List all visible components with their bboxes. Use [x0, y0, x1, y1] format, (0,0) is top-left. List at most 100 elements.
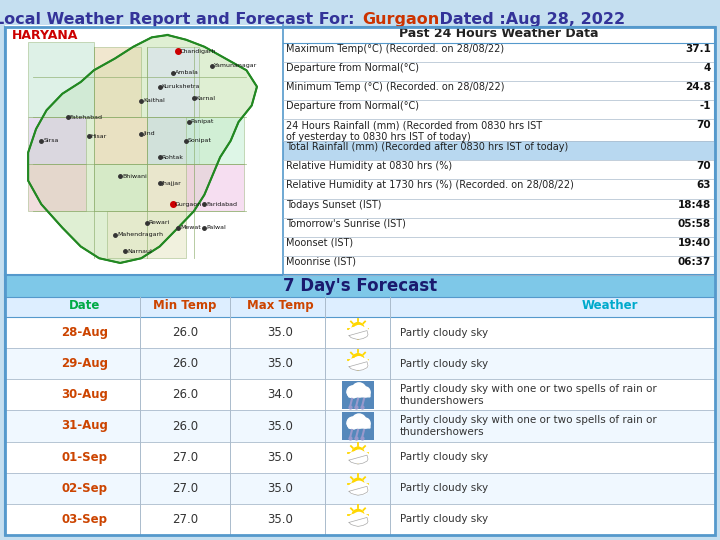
- Text: 35.0: 35.0: [267, 513, 293, 526]
- FancyBboxPatch shape: [5, 297, 715, 317]
- Text: Kaithal: Kaithal: [143, 98, 165, 103]
- Circle shape: [359, 359, 369, 369]
- Text: -1: -1: [700, 102, 711, 111]
- Circle shape: [358, 328, 368, 339]
- Circle shape: [353, 326, 365, 338]
- Text: 28-Aug: 28-Aug: [61, 326, 109, 339]
- Text: Date: Date: [69, 299, 101, 312]
- Text: 26.0: 26.0: [172, 388, 198, 401]
- Text: 29-Aug: 29-Aug: [61, 357, 109, 370]
- Circle shape: [360, 387, 370, 397]
- Circle shape: [353, 357, 365, 369]
- Text: Sirsa: Sirsa: [43, 138, 58, 143]
- Text: Kurukshetra: Kurukshetra: [162, 84, 200, 89]
- FancyBboxPatch shape: [5, 275, 715, 297]
- Text: Min Temp: Min Temp: [153, 299, 217, 312]
- FancyBboxPatch shape: [28, 164, 86, 211]
- Circle shape: [349, 328, 359, 338]
- Text: 7 Day's Forecast: 7 Day's Forecast: [283, 277, 437, 295]
- FancyBboxPatch shape: [5, 317, 715, 348]
- FancyBboxPatch shape: [146, 164, 194, 211]
- Circle shape: [349, 328, 359, 339]
- FancyBboxPatch shape: [5, 472, 715, 504]
- FancyBboxPatch shape: [5, 348, 715, 379]
- Text: 24.8: 24.8: [685, 82, 711, 92]
- Text: Panipat: Panipat: [191, 119, 214, 124]
- Text: Narnaul: Narnaul: [127, 249, 152, 254]
- Text: Karnal: Karnal: [196, 96, 216, 101]
- Text: Tomorrow's Sunrise (IST): Tomorrow's Sunrise (IST): [286, 219, 406, 228]
- Text: 03-Sep: 03-Sep: [62, 513, 108, 526]
- Text: Total Rainfall (mm) (Recorded after 0830 hrs IST of today): Total Rainfall (mm) (Recorded after 0830…: [286, 142, 568, 152]
- Text: 35.0: 35.0: [267, 357, 293, 370]
- Text: Gurgaon: Gurgaon: [362, 12, 439, 27]
- Text: Partly cloudy sky: Partly cloudy sky: [400, 328, 488, 338]
- Text: 26.0: 26.0: [172, 326, 198, 339]
- Circle shape: [352, 482, 364, 494]
- Text: 63: 63: [696, 180, 711, 191]
- Text: 06:37: 06:37: [678, 257, 711, 267]
- Text: Minimum Temp (°C) (Recorded. on 28/08/22): Minimum Temp (°C) (Recorded. on 28/08/22…: [286, 82, 505, 92]
- Text: Todays Sunset (IST): Todays Sunset (IST): [286, 200, 382, 210]
- Text: 35.0: 35.0: [267, 451, 293, 464]
- Circle shape: [349, 483, 359, 493]
- Text: 26.0: 26.0: [172, 357, 198, 370]
- Text: 05:58: 05:58: [678, 219, 711, 228]
- Circle shape: [353, 481, 365, 493]
- Text: Rohtak: Rohtak: [162, 154, 184, 160]
- Text: 70: 70: [696, 120, 711, 131]
- Text: Partly cloudy sky: Partly cloudy sky: [400, 483, 488, 493]
- Text: Local Weather Report and Forecast For:: Local Weather Report and Forecast For:: [0, 12, 360, 27]
- Circle shape: [359, 452, 369, 462]
- Text: Moonset (IST): Moonset (IST): [286, 238, 353, 248]
- FancyBboxPatch shape: [5, 504, 715, 535]
- Text: Departure from Normal(°C): Departure from Normal(°C): [286, 63, 419, 73]
- Circle shape: [358, 515, 368, 525]
- Text: Mewat: Mewat: [180, 225, 201, 230]
- Text: Relative Humidity at 0830 hrs (%): Relative Humidity at 0830 hrs (%): [286, 161, 452, 171]
- Circle shape: [352, 383, 366, 397]
- Text: Ambala: Ambala: [175, 70, 199, 75]
- Text: 18:48: 18:48: [678, 200, 711, 210]
- FancyBboxPatch shape: [5, 410, 715, 442]
- Text: 01-Sep: 01-Sep: [62, 451, 108, 464]
- Circle shape: [352, 509, 364, 522]
- Text: Partly cloudy sky with one or two spells of rain or
thundershowers: Partly cloudy sky with one or two spells…: [400, 384, 657, 406]
- Text: 31-Aug: 31-Aug: [62, 420, 109, 433]
- Text: Palwal: Palwal: [207, 225, 226, 230]
- Circle shape: [352, 327, 364, 339]
- FancyBboxPatch shape: [107, 211, 186, 258]
- Text: 35.0: 35.0: [267, 420, 293, 433]
- Text: Maximum Temp(°C) (Recorded. on 28/08/22): Maximum Temp(°C) (Recorded. on 28/08/22): [286, 44, 504, 54]
- Circle shape: [352, 451, 364, 463]
- Circle shape: [352, 357, 364, 370]
- Circle shape: [349, 452, 359, 462]
- Text: Dated :Aug 28, 2022: Dated :Aug 28, 2022: [417, 12, 625, 27]
- FancyBboxPatch shape: [186, 164, 244, 211]
- FancyBboxPatch shape: [5, 27, 715, 535]
- Text: Moonrise (IST): Moonrise (IST): [286, 257, 356, 267]
- FancyBboxPatch shape: [5, 379, 715, 410]
- Circle shape: [349, 515, 359, 525]
- Circle shape: [349, 484, 359, 494]
- FancyBboxPatch shape: [28, 42, 94, 117]
- FancyBboxPatch shape: [146, 47, 199, 117]
- Circle shape: [353, 512, 365, 524]
- Text: Hisar: Hisar: [91, 133, 107, 139]
- Text: Partly cloudy sky: Partly cloudy sky: [400, 452, 488, 462]
- Text: Bhiwani: Bhiwani: [122, 173, 147, 179]
- Text: Jind: Jind: [143, 131, 155, 136]
- Polygon shape: [347, 392, 370, 397]
- FancyBboxPatch shape: [28, 117, 86, 164]
- Text: Partly cloudy sky: Partly cloudy sky: [400, 359, 488, 369]
- FancyBboxPatch shape: [5, 442, 715, 472]
- Text: Past 24 Hours Weather Data: Past 24 Hours Weather Data: [400, 27, 599, 40]
- Circle shape: [352, 322, 364, 335]
- Circle shape: [349, 515, 359, 524]
- Text: 27.0: 27.0: [172, 451, 198, 464]
- Circle shape: [349, 359, 359, 369]
- Text: 70: 70: [696, 161, 711, 171]
- Text: 24 Hours Rainfall (mm) (Recorded from 0830 hrs IST
of yesterday to 0830 hrs IST : 24 Hours Rainfall (mm) (Recorded from 08…: [286, 120, 542, 142]
- Circle shape: [349, 453, 359, 463]
- Circle shape: [358, 360, 368, 370]
